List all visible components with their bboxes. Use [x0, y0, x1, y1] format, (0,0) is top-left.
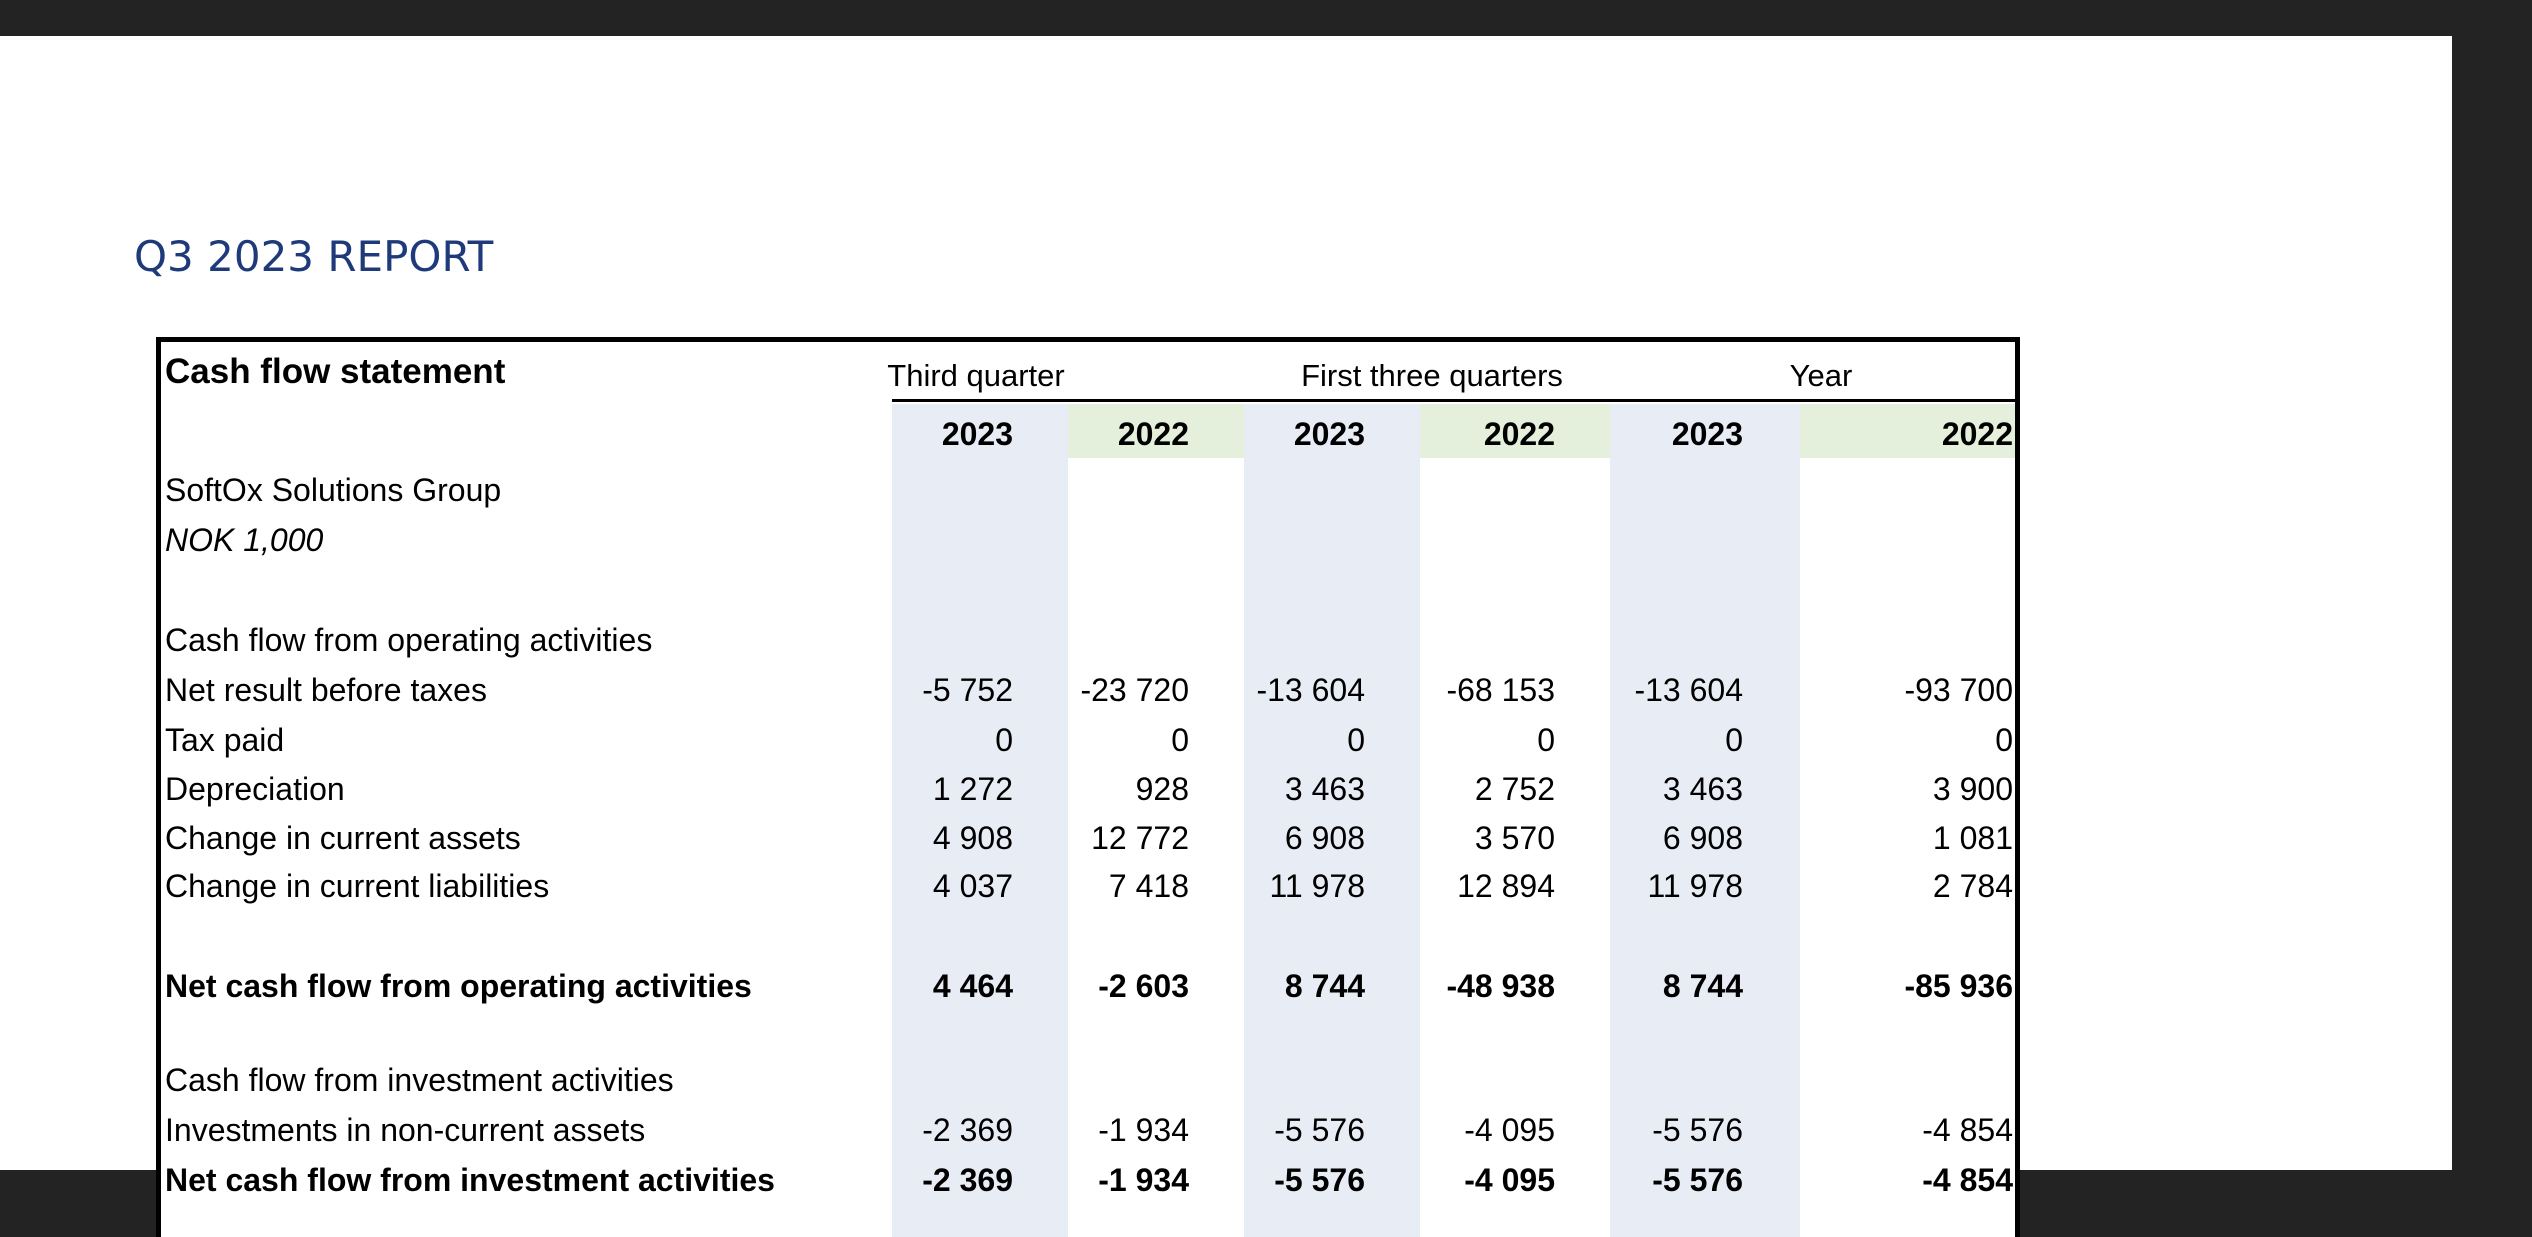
company-name: SoftOx Solutions Group: [165, 472, 502, 508]
column-shade-9m-2023: [1244, 404, 1420, 1237]
row-value: -2 603: [1098, 968, 1189, 1004]
column-shade-year-2023: [1610, 404, 1800, 1237]
row-value: -5 576: [1652, 1112, 1743, 1148]
cash-flow-table: Cash flow statement Third quarter First …: [156, 337, 2020, 1237]
year-header-9m-2023: 2023: [1293, 416, 1365, 452]
row-value: -1 934: [1098, 1112, 1189, 1148]
row-value: -85 936: [1904, 968, 2013, 1004]
document-page: Q3 2023 REPORT Cash flow statement Third…: [0, 36, 2452, 1237]
row-value: 4 464: [932, 968, 1013, 1004]
section-investment-header: Cash flow from investment activities: [165, 1062, 674, 1098]
row-value: -48 938: [1446, 968, 1555, 1004]
row-value: 8 744: [1662, 968, 1743, 1004]
row-label: Depreciation: [165, 771, 345, 807]
row-value: 6 908: [1284, 820, 1365, 856]
row-value: -2 369: [922, 1112, 1013, 1148]
row-label: Tax paid: [165, 722, 285, 758]
row-value: 2 752: [1474, 771, 1555, 807]
row-value: 0: [1995, 722, 2013, 758]
year-header-q3-2023: 2023: [941, 416, 1013, 452]
row-value: -5 576: [1274, 1162, 1365, 1198]
row-value: -1 934: [1098, 1162, 1189, 1198]
year-header-9m-2022: 2022: [1483, 416, 1555, 452]
row-value: 2 784: [1932, 868, 2013, 904]
row-label: Net cash flow from operating activities: [165, 968, 752, 1004]
header-rule: [892, 399, 2015, 402]
row-value: 6 908: [1662, 820, 1743, 856]
row-label: Change in current liabilities: [165, 868, 550, 904]
row-value: -13 604: [1256, 672, 1365, 708]
row-label: Net result before taxes: [165, 672, 487, 708]
row-value: 1 081: [1932, 820, 2013, 856]
report-title: Q3 2023 REPORT: [134, 232, 494, 281]
row-value: -93 700: [1904, 672, 2013, 708]
row-value: 0: [1725, 722, 1743, 758]
currency-unit: NOK 1,000: [165, 522, 324, 558]
row-value: 3 900: [1932, 771, 2013, 807]
row-value: -4 095: [1464, 1162, 1555, 1198]
row-value: 11 978: [1269, 868, 1366, 904]
row-value: -68 153: [1446, 672, 1555, 708]
row-value: -2 369: [922, 1162, 1013, 1198]
row-value: -13 604: [1634, 672, 1743, 708]
header-shade-q3-2022: [1068, 404, 1244, 458]
row-value: 4 908: [932, 820, 1013, 856]
row-value: 928: [1135, 771, 1189, 807]
year-header-q3-2022: 2022: [1117, 416, 1189, 452]
row-value: -23 720: [1080, 672, 1189, 708]
column-shade-q3-2023: [892, 404, 1068, 1237]
row-value: 0: [1347, 722, 1365, 758]
row-value: 0: [1171, 722, 1189, 758]
row-value: -5 576: [1274, 1112, 1365, 1148]
year-header-year-2023: 2023: [1671, 416, 1743, 452]
row-value: 7 418: [1108, 868, 1189, 904]
row-value: 0: [995, 722, 1013, 758]
section-operating-header: Cash flow from operating activities: [165, 622, 653, 658]
row-value: 3 463: [1284, 771, 1365, 807]
row-value: 3 570: [1474, 820, 1555, 856]
row-value: 4 037: [932, 868, 1013, 904]
row-label: Change in current assets: [165, 820, 521, 856]
period-third-quarter: Third quarter: [887, 358, 1065, 393]
row-value: -4 854: [1922, 1162, 2013, 1198]
period-year: Year: [1789, 358, 1853, 393]
row-value: -5 576: [1652, 1162, 1743, 1198]
row-value: 3 463: [1662, 771, 1743, 807]
row-value: -4 095: [1464, 1112, 1555, 1148]
row-value: -4 854: [1922, 1112, 2013, 1148]
row-value: 12 772: [1091, 820, 1189, 856]
header-shade-year-2022: [1800, 404, 2015, 458]
year-header-year-2022: 2022: [1941, 416, 2013, 452]
statement-title: Cash flow statement: [165, 352, 506, 391]
row-value: 0: [1537, 722, 1555, 758]
row-value: -5 752: [922, 672, 1013, 708]
row-label: Net cash flow from investment activities: [165, 1162, 775, 1198]
row-value: 1 272: [932, 771, 1013, 807]
row-value: 8 744: [1284, 968, 1365, 1004]
row-value: 12 894: [1457, 868, 1555, 904]
row-label: Investments in non-current assets: [165, 1112, 646, 1148]
period-first-three-quarters: First three quarters: [1301, 358, 1563, 393]
header-shade-9m-2022: [1420, 404, 1610, 458]
row-value: 11 978: [1647, 868, 1744, 904]
